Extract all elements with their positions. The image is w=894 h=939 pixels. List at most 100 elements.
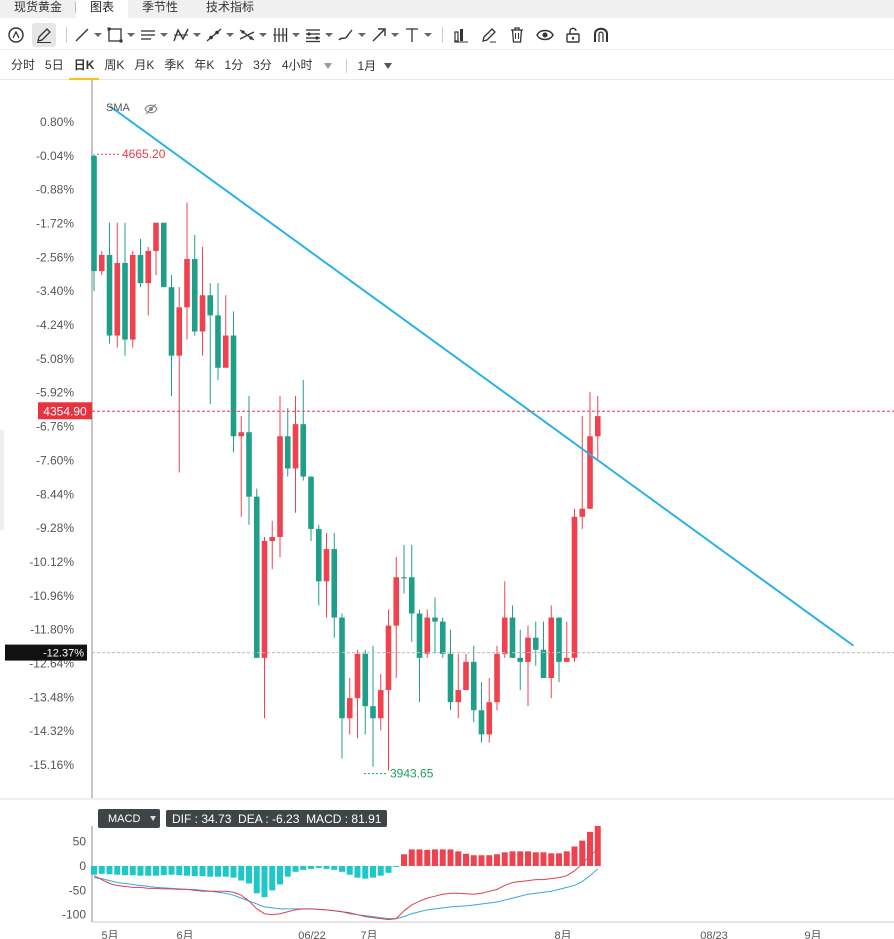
candle-body [176,307,183,356]
cross-lines-icon[interactable] [238,23,267,47]
magnet-icon[interactable] [589,23,613,47]
tab-spot-gold[interactable]: 现货黄金 [0,0,77,18]
macd-histogram-bar [145,865,152,876]
candle-body [269,536,276,541]
y-tick-label: -5.92% [36,386,74,400]
arrow-icon[interactable] [370,23,399,47]
period-1min[interactable]: 1分 [224,57,244,72]
period-more-caret-icon[interactable] [323,62,332,69]
pattern-icon[interactable] [172,23,201,47]
candle-body [207,295,214,316]
candle-body [509,617,516,658]
macd-histogram-bar [354,865,361,878]
macd-chart[interactable]: 50 0 -50 -100 5月 6月 06/22 7月 8月 08/23 9月 [0,800,894,939]
macd-histogram-bar [556,853,562,866]
bar-chart-icon[interactable] [449,23,473,47]
candle-body [370,706,376,719]
candle-body [501,617,508,654]
tab-technical-indicators[interactable]: 技术指标 [206,0,255,14]
eye-icon[interactable] [533,23,557,47]
max-price-label: 4665.20 [122,147,166,161]
y-tick-label: -8.44% [36,487,74,501]
macd-histogram-bar [579,840,586,866]
macd-histogram-bar [362,865,369,879]
macd-histogram-bar [393,865,400,867]
candle-body [346,698,353,719]
macd-histogram-bar [98,865,105,874]
macd-histogram-bar [238,865,245,881]
y-tick-label: -15.16% [29,758,74,772]
macd-histogram-bar [153,865,159,876]
candle-body [470,661,477,711]
period-4hour[interactable]: 4小时 [281,57,313,72]
trash-icon[interactable] [505,23,529,47]
macd-histogram-bar [494,854,500,866]
candle-body [230,335,237,437]
period-3min[interactable]: 3分 [253,57,272,72]
rectangle-icon[interactable] [106,23,135,47]
macd-histogram-bar [447,849,454,866]
candle-body [532,637,539,650]
period-daily-k[interactable]: 日K [68,52,100,80]
unlock-icon[interactable] [561,23,585,47]
current-percent-badge [5,644,87,661]
macd-values: DIF : 34.73 DEA : -6.23 MACD : 81.91 [166,810,388,827]
macd-histogram-bar [253,865,260,894]
macd-histogram-bar [463,853,469,866]
period-yearly-k[interactable]: 年K [194,57,215,72]
sma-settings-icon[interactable] [144,103,158,115]
candle-body [455,690,462,703]
tab-seasonality[interactable]: 季节性 [142,0,179,14]
brush-icon[interactable] [337,23,366,47]
macd-histogram-bar [269,865,276,891]
range-select[interactable]: 1月 [353,52,398,80]
parallel-lines-icon[interactable] [139,23,168,47]
candle-body [447,653,454,703]
macd-histogram-bar [370,865,376,878]
candle-body [145,250,152,284]
candle-body [556,617,562,662]
edit-icon[interactable] [477,23,501,47]
macd-histogram-bar [308,865,314,869]
macd-histogram-bar [222,865,229,877]
cursor-circle-icon[interactable] [4,23,28,47]
period-monthly-k[interactable]: 月K [134,57,155,72]
pencil-icon[interactable] [32,22,56,47]
fib-horizontal-icon[interactable] [304,23,333,47]
macd-histogram-bar [160,865,167,876]
macd-histogram-bar [401,854,407,866]
period-quarterly-k[interactable]: 季K [164,57,185,72]
macd-dif-line [93,848,599,921]
macd-indicator-select[interactable]: MACD [98,809,160,828]
current-percent-label: -12.37% [43,648,84,660]
macd-histogram-bar [525,851,531,866]
candle-body [463,661,469,691]
y-tick-label: -3.40% [36,284,74,298]
y-tick-label: -2.56% [36,250,74,264]
candle-body [323,549,330,582]
fib-vertical-icon[interactable] [271,23,300,47]
tab-chart[interactable]: 图表 [76,0,129,18]
period-5day[interactable]: 5日 [45,57,64,72]
macd-histogram-bar [571,846,578,866]
candle-body [168,287,175,356]
period-weekly-k[interactable]: 周K [104,57,125,72]
macd-histogram-bar [300,865,307,870]
macd-histogram-bar [292,865,299,872]
candle-body [331,549,338,618]
macd-histogram-bar [323,865,330,869]
candle-body [114,263,121,336]
ray-icon[interactable] [205,23,234,47]
drawing-toolbar [0,20,894,50]
period-intraday[interactable]: 分时 [11,57,36,72]
macd-histogram-bar [432,849,438,866]
text-icon[interactable] [403,23,432,47]
side-panel-handle[interactable] [0,430,4,530]
trend-line-icon[interactable] [73,23,102,47]
candle-body [548,617,555,678]
candlestick-chart[interactable]: 0.80% -0.04% -0.88% -1.72% -2.56% -3.40% -4.24… [0,80,894,800]
macd-histogram-bar [184,865,190,876]
sma-label[interactable]: SMA [106,102,130,114]
candle-body [122,263,128,340]
candle-body [525,637,531,662]
